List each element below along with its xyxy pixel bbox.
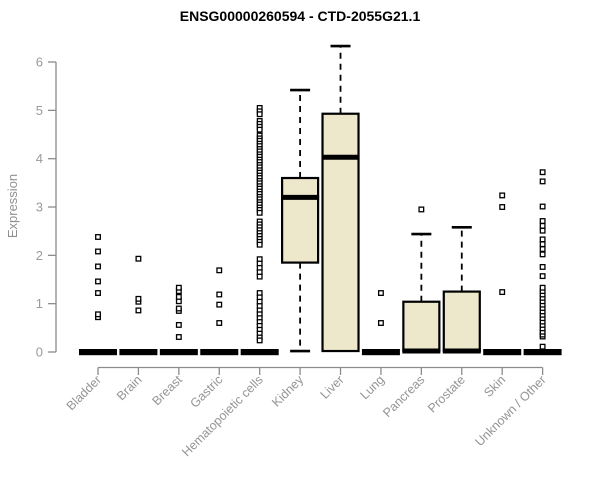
box-group-breast [159, 284, 198, 356]
x-category-label-breast: Breast [150, 372, 186, 408]
outlier-point-bladder [95, 311, 101, 318]
chart-title: ENSG00000260594 - CTD-2055G21.1 [179, 8, 421, 24]
outlier-point-lung [377, 290, 384, 296]
x-category-label-unknown-other: Unknown / Other [473, 373, 549, 449]
outlier-point-breast [175, 334, 182, 340]
zero-box-bladder [79, 349, 117, 356]
x-category-label-brain: Brain [114, 373, 145, 404]
y-tick-label-3: 3 [36, 200, 43, 215]
x-category-label-gastric: Gastric [187, 373, 225, 411]
box-group-unknown-other [523, 169, 562, 356]
outlier-point-brain [135, 255, 142, 262]
box-group-brain [119, 255, 158, 356]
box-pancreas [402, 300, 441, 353]
outlier-point-brain [135, 295, 142, 302]
outlier-point-unknown-other [539, 222, 546, 229]
outlier-point-unknown-other [539, 227, 546, 234]
outlier-point-hematopoietic-cells [256, 126, 263, 133]
outlier-point-brain [135, 307, 142, 314]
outlier-point-skin [499, 192, 506, 199]
outlier-point-unknown-other [539, 203, 546, 210]
y-tick-label-4: 4 [36, 151, 43, 166]
outlier-point-unknown-other [539, 169, 546, 176]
box-group-kidney [281, 88, 320, 353]
box-group-bladder [79, 234, 117, 356]
y-tick-label-2: 2 [36, 248, 43, 263]
zero-box-hematopoietic-cells [240, 349, 279, 356]
outlier-point-gastric [216, 267, 223, 274]
x-category-label-prostate: Prostate [425, 373, 468, 416]
outlier-point-skin [499, 204, 506, 210]
outlier-point-unknown-other [539, 218, 546, 224]
zero-box-unknown-other [523, 349, 562, 356]
zero-box-brain [119, 349, 158, 356]
outlier-point-unknown-other [539, 273, 546, 280]
outlier-point-unknown-other [539, 343, 546, 350]
box-group-hematopoietic-cells [240, 104, 279, 356]
outlier-point-unknown-other [539, 251, 546, 258]
box-liver [321, 112, 360, 353]
outlier-point-breast [175, 305, 182, 312]
outlier-point-bladder [95, 263, 101, 270]
x-category-label-pancreas: Pancreas [380, 373, 427, 420]
x-category-label-kidney: Kidney [269, 372, 306, 409]
outlier-point-unknown-other [539, 263, 546, 270]
outlier-point-bladder [95, 234, 101, 240]
outlier-point-hematopoietic-cells [256, 111, 263, 118]
outlier-point-hematopoietic-cells [256, 273, 263, 280]
box-prostate [442, 290, 481, 353]
outlier-point-unknown-other [539, 178, 546, 185]
x-category-label-lung: Lung [357, 373, 387, 403]
outlier-point-breast [175, 293, 182, 300]
box-group-lung [361, 290, 400, 356]
y-tick-label-5: 5 [36, 103, 43, 118]
zero-box-breast [159, 349, 198, 356]
box-kidney [281, 176, 320, 264]
x-category-label-bladder: Bladder [64, 373, 104, 413]
outlier-point-breast [175, 284, 182, 291]
outlier-point-skin [499, 289, 506, 296]
box-group-prostate [442, 226, 481, 354]
zero-box-gastric [200, 349, 239, 356]
outlier-point-unknown-other [539, 236, 546, 243]
outlier-point-hematopoietic-cells [256, 241, 263, 248]
x-category-label-hematopoietic-cells: Hematopoietic cells [179, 373, 266, 460]
outlier-point-breast [175, 321, 182, 328]
y-tick-label-0: 0 [36, 345, 43, 360]
outlier-point-unknown-other [539, 284, 546, 291]
box-group-liver [321, 44, 360, 353]
x-category-label-skin: Skin [481, 373, 508, 400]
x-category-label-liver: Liver [318, 373, 347, 402]
zero-box-lung [361, 349, 400, 356]
y-tick-label-1: 1 [36, 296, 43, 311]
outlier-point-bladder [95, 278, 101, 285]
outlier-point-gastric [216, 301, 223, 308]
outlier-point-lung [377, 320, 384, 326]
outlier-point-gastric [216, 291, 223, 298]
outlier-point-bladder [95, 290, 101, 296]
outlier-point-hematopoietic-cells [256, 209, 263, 216]
outlier-point-unknown-other [539, 241, 546, 248]
y-tick-label-6: 6 [36, 55, 43, 70]
box-group-pancreas [402, 206, 441, 354]
zero-box-skin [483, 349, 522, 356]
box-group-skin [483, 192, 522, 356]
outlier-point-gastric [216, 320, 223, 326]
outlier-point-unknown-other [539, 246, 546, 253]
outlier-point-pancreas [418, 206, 425, 213]
y-axis-title: Expression [5, 173, 20, 239]
outlier-point-bladder [95, 248, 101, 255]
outlier-point-hematopoietic-cells [256, 337, 263, 344]
box-group-gastric [200, 267, 239, 356]
